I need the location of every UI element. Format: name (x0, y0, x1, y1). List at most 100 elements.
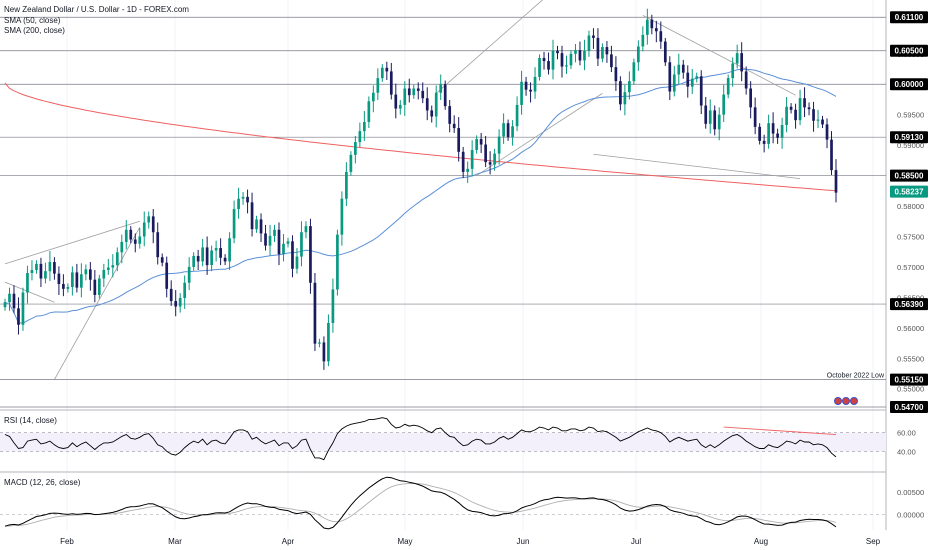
candle-body (704, 105, 708, 124)
candle-body (120, 241, 124, 253)
candle-body (62, 283, 65, 289)
candle-body (39, 263, 43, 279)
candle-body (690, 78, 694, 87)
candle-body (601, 47, 604, 59)
event-flag-icon (850, 397, 858, 405)
sma200-legend[interactable]: SMA (200, close) (4, 26, 65, 35)
candle-body (529, 89, 532, 92)
candle-body (753, 107, 757, 127)
rsi-band (0, 432, 886, 452)
candle-body (336, 234, 339, 290)
trendline (54, 227, 141, 380)
trendline (4, 281, 55, 303)
sma50-line (4, 68, 837, 324)
candle-body (812, 109, 815, 121)
macd-title[interactable]: MACD (12, 26, close) (4, 478, 81, 487)
candle-body (821, 119, 824, 125)
price-tick-label: 0.57000 (897, 263, 924, 272)
price-axis[interactable]: 0.60500 0.60000 0.59500 0.59000 0.58500 0.580… (834, 11, 929, 413)
candle-body (53, 262, 56, 274)
candle-body (138, 236, 142, 244)
rsi-level-label: 60.00 (897, 429, 916, 438)
event-flag-icon (842, 397, 850, 405)
candle-body (394, 94, 398, 109)
candle-body (551, 50, 555, 70)
candle-body (102, 269, 106, 279)
candle-body (547, 61, 550, 70)
candle-body (241, 196, 245, 199)
candle-body (48, 262, 52, 272)
candle-body (569, 53, 573, 66)
candle-body (619, 81, 622, 105)
candle-body (318, 342, 321, 344)
candle-body (3, 302, 7, 308)
candle-body (354, 142, 357, 155)
candle-body (672, 74, 676, 92)
candle-body (358, 131, 362, 143)
macd-level-label: 0.00500 (897, 488, 924, 497)
candle-body (8, 293, 11, 303)
candle-body (187, 266, 191, 283)
candle-body (430, 110, 434, 117)
candle-body (596, 37, 600, 59)
candle-body (380, 67, 384, 79)
candle-body (26, 273, 29, 293)
candle-body (309, 226, 312, 283)
trendline (593, 153, 801, 180)
candle-body (637, 46, 640, 63)
event-flag-icon (834, 397, 842, 405)
candle-body (677, 64, 681, 75)
candle-body (93, 279, 97, 295)
candle-body (156, 232, 160, 258)
time-axis[interactable]: Feb Mar Apr May Jun Jul Aug Sep (60, 537, 881, 546)
level-badge (890, 44, 928, 57)
candle-body (282, 243, 285, 255)
candle-body (331, 289, 335, 323)
candle-body (165, 262, 169, 289)
candle-body (794, 109, 797, 121)
level-badge (890, 401, 928, 413)
rsi-title[interactable]: RSI (14, close) (4, 416, 57, 425)
candle-body (313, 282, 317, 344)
trendline (435, 0, 544, 94)
candle-body (583, 50, 586, 61)
candle-body (115, 252, 119, 266)
level-badge-label: 0.59130 (895, 133, 924, 142)
candle-body (363, 121, 366, 132)
candle-body (740, 53, 744, 72)
sma50-legend[interactable]: SMA (50, close) (4, 16, 61, 25)
candle-body (219, 248, 222, 258)
candle-body (407, 88, 411, 96)
candle-body (681, 64, 685, 73)
candle-body (798, 98, 802, 121)
candle-body (57, 273, 61, 284)
candle-body (785, 106, 788, 126)
candle-body (371, 92, 375, 102)
price-tick-label: 0.56000 (897, 324, 924, 333)
month-label: Feb (60, 537, 74, 546)
last-price-label: 0.58237 (895, 188, 924, 197)
candle-body (776, 133, 779, 138)
candle-body (475, 139, 478, 150)
candle-body (506, 123, 510, 138)
candle-body (825, 124, 829, 140)
level-badge (890, 11, 928, 24)
candle-body (412, 88, 416, 96)
price-tick-label: 0.55000 (897, 385, 924, 394)
candle-body (416, 88, 420, 91)
candle-body (713, 110, 717, 130)
candle-body (434, 92, 438, 117)
candle-body (183, 282, 187, 298)
candle-body (277, 229, 281, 255)
candle-body (762, 140, 766, 144)
candle-body (470, 149, 474, 169)
candle-body (722, 94, 726, 115)
last-price-badge (890, 185, 928, 198)
candle-body (403, 88, 407, 105)
level-badge-label: 0.58500 (895, 172, 924, 181)
level-badge (890, 169, 928, 182)
level-badge-label: 0.56390 (895, 300, 924, 309)
candle-body (807, 107, 811, 110)
price-tick-label: 0.57500 (897, 232, 924, 241)
candle-body (160, 257, 164, 263)
